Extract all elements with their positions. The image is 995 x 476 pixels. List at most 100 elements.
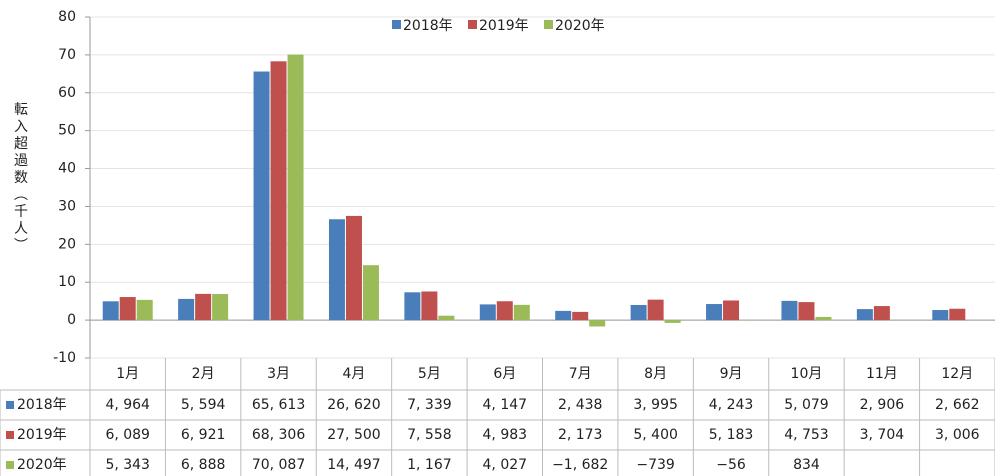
table-cell: −1, 682 xyxy=(552,457,608,473)
table-cell: 4, 027 xyxy=(483,457,528,473)
table-row-label: 2019年 xyxy=(17,427,67,443)
bar xyxy=(630,304,647,321)
y-tick-label: 80 xyxy=(58,9,76,25)
y-tick-label: 10 xyxy=(58,274,76,290)
table-cell: 68, 306 xyxy=(252,427,306,443)
table-cell: 4, 147 xyxy=(483,397,528,413)
bar xyxy=(362,265,379,321)
table-cell: 834 xyxy=(793,457,820,473)
bar xyxy=(253,71,270,321)
table-cell: 6, 921 xyxy=(181,427,226,443)
bar xyxy=(178,298,195,321)
x-tick-label: 7月 xyxy=(569,366,592,382)
y-axis-label: 転入超過数（千人） xyxy=(12,102,28,255)
bar xyxy=(513,304,530,321)
y-tick-label: 40 xyxy=(58,161,76,177)
table-cell: 6, 089 xyxy=(105,427,150,443)
table-legend-swatch xyxy=(6,401,14,409)
table-cell: 5, 594 xyxy=(181,397,226,413)
bar xyxy=(438,315,455,321)
bar xyxy=(212,294,229,321)
bar xyxy=(647,299,664,321)
bar xyxy=(572,311,589,321)
bar xyxy=(479,304,496,321)
x-tick-label: 6月 xyxy=(493,366,516,382)
table-cell: 1, 167 xyxy=(407,457,452,473)
y-tick-label: -10 xyxy=(53,350,76,366)
y-tick-label: 0 xyxy=(67,312,76,328)
bar xyxy=(404,292,421,321)
bar xyxy=(664,320,681,323)
table-cell: 65, 613 xyxy=(252,397,305,413)
x-tick-label: 12月 xyxy=(941,366,973,382)
table-cell: 4, 964 xyxy=(105,397,150,413)
x-tick-label: 1月 xyxy=(116,366,139,382)
bar xyxy=(949,308,966,321)
table-cell: 2, 173 xyxy=(558,427,603,443)
x-tick-label: 5月 xyxy=(418,366,441,382)
table-cell: 7, 558 xyxy=(407,427,452,443)
x-tick-label: 8月 xyxy=(644,366,667,382)
table-cell: 5, 343 xyxy=(105,457,150,473)
bar xyxy=(873,306,890,321)
table-cell: 2, 662 xyxy=(935,397,980,413)
x-tick-label: 11月 xyxy=(866,366,898,382)
bar xyxy=(589,320,606,327)
bar xyxy=(555,310,572,321)
legend-label: 2020年 xyxy=(555,18,605,34)
table-cell: 5, 079 xyxy=(784,397,829,413)
bar xyxy=(781,300,798,321)
table-cell: 4, 243 xyxy=(709,397,754,413)
table-cell: 3, 006 xyxy=(935,427,980,443)
legend-swatch xyxy=(544,20,553,29)
table-cell: 2, 438 xyxy=(558,397,603,413)
bar xyxy=(706,304,723,321)
table-cell: 6, 888 xyxy=(181,457,226,473)
legend-swatch xyxy=(392,20,401,29)
bar xyxy=(136,299,153,321)
bar xyxy=(345,215,362,321)
table-legend-swatch xyxy=(6,461,14,469)
bar xyxy=(798,302,815,321)
bar xyxy=(195,293,212,321)
table-cell: 70, 087 xyxy=(252,457,305,473)
table-cell: −56 xyxy=(716,457,746,473)
table-cell: −739 xyxy=(636,457,674,473)
bar xyxy=(287,54,304,321)
x-tick-label: 10月 xyxy=(791,366,823,382)
table-cell: 26, 620 xyxy=(327,397,380,413)
table-cell: 5, 183 xyxy=(709,427,754,443)
table-cell: 5, 400 xyxy=(633,427,678,443)
bar xyxy=(102,301,119,321)
x-tick-label: 2月 xyxy=(192,366,215,382)
table-cell: 4, 753 xyxy=(784,427,829,443)
legend-label: 2019年 xyxy=(479,18,529,34)
legend-label: 2018年 xyxy=(403,18,453,34)
table-cell: 2, 906 xyxy=(860,397,905,413)
x-tick-label: 3月 xyxy=(267,366,290,382)
bar xyxy=(932,310,949,321)
bar xyxy=(328,219,345,321)
bar xyxy=(496,301,513,321)
y-tick-label: 20 xyxy=(58,236,76,252)
bar xyxy=(421,291,438,321)
table-cell: 27, 500 xyxy=(327,427,380,443)
table-cell: 7, 339 xyxy=(407,397,452,413)
y-tick-label: 50 xyxy=(58,123,76,139)
legend-swatch xyxy=(468,20,477,29)
bar xyxy=(119,297,136,321)
table-row-label: 2020年 xyxy=(17,457,67,473)
table-cell: 3, 995 xyxy=(633,397,678,413)
y-tick-label: 70 xyxy=(58,47,76,63)
table-legend-swatch xyxy=(6,431,14,439)
y-tick-label: 30 xyxy=(58,198,76,214)
bar xyxy=(815,316,832,321)
table-cell: 4, 983 xyxy=(483,427,528,443)
bar xyxy=(856,309,873,321)
x-tick-label: 9月 xyxy=(720,366,743,382)
table-row-label: 2018年 xyxy=(17,397,67,413)
x-tick-label: 4月 xyxy=(342,366,365,382)
y-tick-label: 60 xyxy=(58,85,76,101)
table-cell: 3, 704 xyxy=(860,427,905,443)
